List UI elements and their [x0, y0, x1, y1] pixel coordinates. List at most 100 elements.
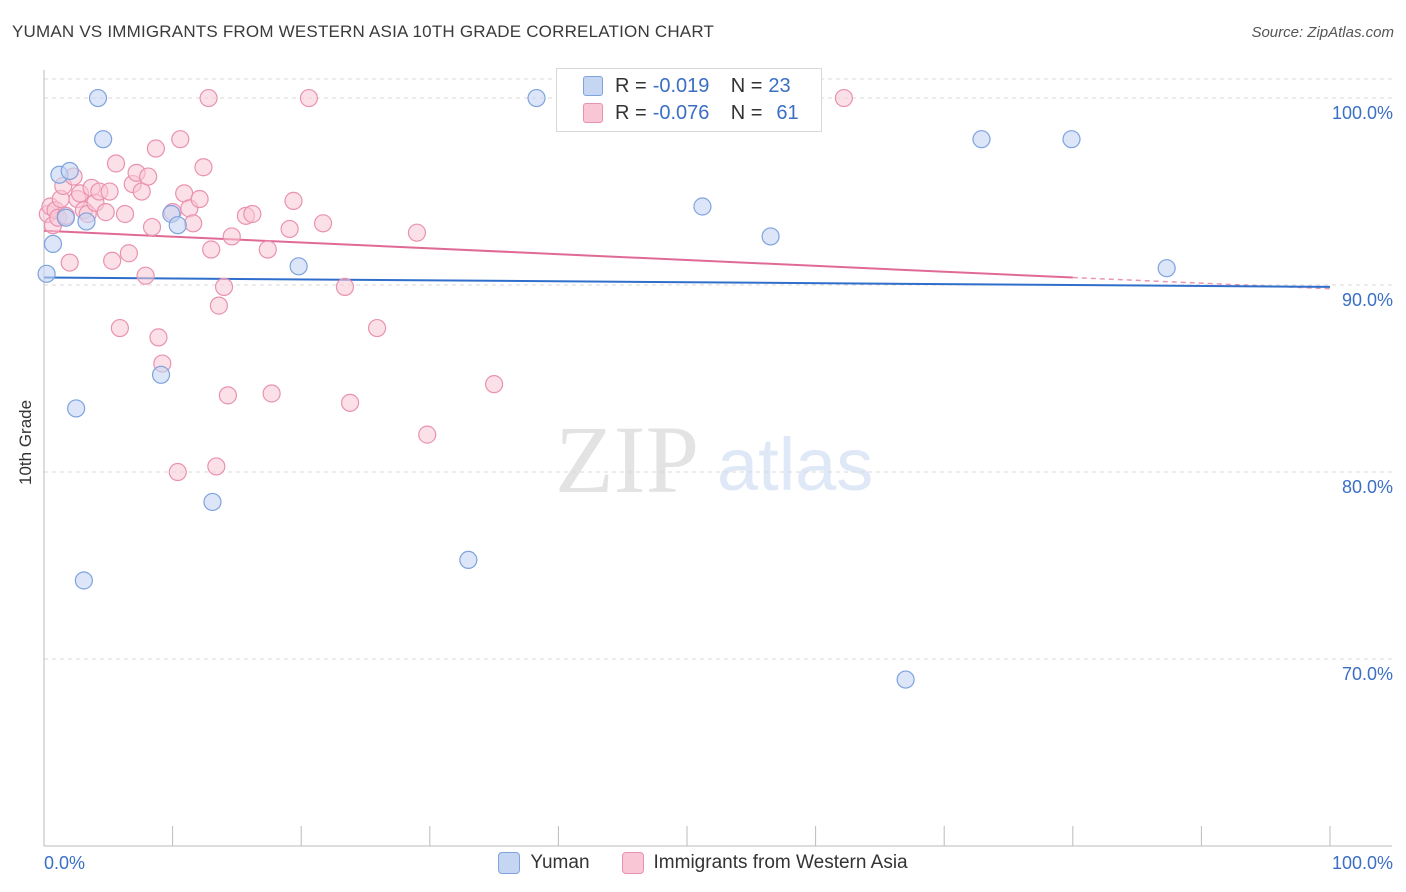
yuman-point [896, 670, 915, 689]
bottom-legend-label: Yuman [530, 852, 590, 873]
immigrants-point [115, 204, 135, 224]
y-tick-label: 90.0% [1342, 290, 1393, 310]
axes [43, 70, 1392, 847]
legend-row-yuman: R = -0.019 N = 23 [583, 73, 791, 99]
immigrants-point [202, 240, 221, 259]
immigrants-point [139, 167, 158, 186]
grid-lines [44, 78, 1392, 660]
yuman-points [37, 88, 1176, 689]
bottom-legend-immigrants: Immigrants from Western Asia [621, 852, 908, 874]
yuman-swatch [498, 852, 521, 874]
y-axis-label: 10th Grade [16, 399, 35, 485]
immigrants-point [132, 182, 151, 201]
yuman-point [693, 197, 712, 216]
immigrants-point [194, 158, 213, 177]
immigrants-point [184, 214, 203, 233]
immigrants-point [243, 204, 262, 224]
legend-r-label: R = [615, 101, 647, 124]
immigrants-point [149, 328, 168, 347]
yuman-point [527, 88, 546, 108]
y-tick-label: 80.0% [1342, 477, 1393, 497]
immigrants-point [313, 214, 333, 233]
immigrants-point [96, 203, 115, 222]
legend-r-value: -0.019 [652, 74, 710, 97]
yuman-point [67, 399, 86, 418]
legend-n-value: 23 [768, 74, 791, 97]
y-tick-label: 100.0% [1332, 103, 1393, 123]
trend-lines [43, 229, 1331, 290]
immigrants-point [214, 277, 234, 297]
immigrants-point [136, 266, 155, 285]
immigrants-swatch [621, 852, 644, 874]
y-tick-label: 70.0% [1342, 664, 1393, 684]
immigrants-point [834, 88, 853, 108]
immigrants-point [258, 240, 277, 259]
yuman-point [60, 161, 79, 181]
yuman-point [77, 212, 96, 231]
immigrants-point [119, 244, 138, 263]
x-tick-label: 0.0% [44, 853, 85, 873]
legend-r-label: R = [615, 74, 647, 97]
immigrants-point [280, 219, 299, 239]
immigrants-point [407, 223, 427, 242]
yuman-point [37, 264, 56, 283]
immigrants-point [209, 296, 228, 315]
yuman-point [74, 571, 93, 590]
immigrants-point [299, 88, 319, 108]
immigrants-point [100, 182, 119, 201]
immigrants-point [218, 386, 237, 405]
watermark-atlas: atlas [717, 423, 873, 506]
yuman-trend-line [43, 276, 1331, 288]
yuman-point [151, 365, 171, 384]
immigrants-point [190, 189, 209, 209]
legend-box: R = -0.019 N = 23 R = -0.076 N = 61 [556, 68, 822, 132]
yuman-point [168, 216, 187, 235]
immigrants-point [340, 393, 360, 412]
tick-labels: 70.0% 80.0% 90.0% 100.0% 0.0% 100.0% [44, 103, 1393, 873]
immigrants-point [106, 154, 126, 173]
yuman-point [761, 227, 780, 246]
immigrants-point [168, 462, 187, 482]
bottom-legend: Yuman Immigrants from Western Asia [0, 852, 1406, 874]
immigrants-point [367, 318, 387, 338]
legend-n-value: 61 [776, 101, 799, 124]
legend-n-label: N = [730, 74, 763, 97]
bottom-legend-label: Immigrants from Western Asia [653, 852, 908, 873]
immigrants-trend-line-extension [1072, 276, 1331, 290]
immigrants-point [103, 251, 122, 270]
immigrants-point [335, 277, 355, 297]
yuman-point [56, 208, 75, 227]
immigrants-point [485, 375, 504, 394]
yuman-point [203, 492, 222, 512]
immigrants-point [199, 88, 218, 108]
source-label: Source: ZipAtlas.com [1251, 24, 1394, 41]
yuman-swatch [583, 76, 603, 96]
immigrants-point [207, 457, 226, 476]
bottom-legend-yuman: Yuman [498, 852, 590, 874]
immigrants-trend-line [43, 229, 1073, 279]
yuman-point [94, 130, 113, 149]
yuman-point [1157, 259, 1176, 278]
yuman-point [1062, 130, 1081, 149]
immigrants-point [142, 217, 162, 237]
x-tick-label: 100.0% [1332, 853, 1393, 873]
watermark-zip: ZIP [555, 406, 699, 513]
legend-n-label: N = [730, 101, 763, 124]
immigrants-point [284, 191, 303, 210]
legend-r-value: -0.076 [652, 101, 710, 124]
yuman-point [459, 550, 478, 570]
immigrants-point [222, 227, 241, 246]
chart-title: YUMAN VS IMMIGRANTS FROM WESTERN ASIA 10… [12, 22, 715, 41]
immigrants-point [171, 130, 190, 149]
legend-row-immigrants: R = -0.076 N = 61 [583, 100, 799, 126]
yuman-point [972, 130, 991, 149]
immigrants-point [262, 384, 281, 403]
immigrants-swatch [583, 103, 603, 123]
immigrants-point [146, 139, 165, 158]
immigrants-point [60, 253, 79, 272]
yuman-point [88, 88, 108, 108]
immigrants-point [418, 425, 437, 444]
immigrants-point [110, 318, 129, 338]
yuman-point [43, 234, 63, 253]
